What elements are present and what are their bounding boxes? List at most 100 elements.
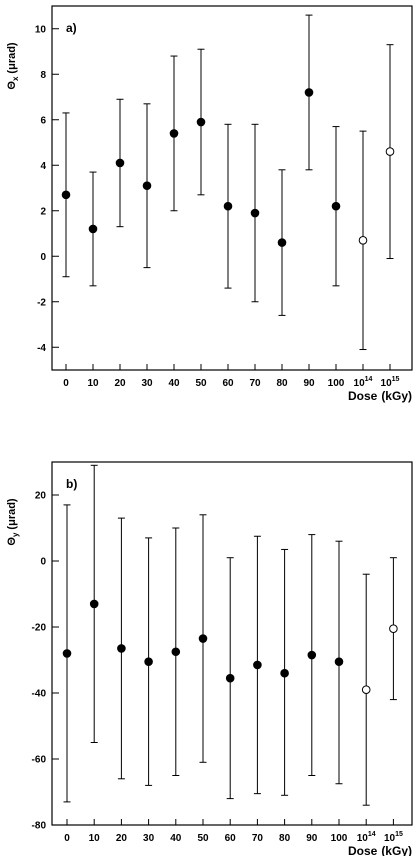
data-point-filled (171, 647, 181, 657)
y-axis-label-symbol: Θ (6, 537, 18, 546)
x-axis-label: Dose (kGy) (348, 844, 412, 856)
data-point-filled (61, 190, 71, 200)
x-tick-superscript: 14 (368, 831, 376, 838)
x-axis-label: Dose (kGy) (348, 389, 412, 403)
y-tick-label: 20 (35, 491, 47, 502)
x-tick-label: 80 (276, 378, 288, 389)
data-point-group (280, 548, 289, 796)
x-tick-base: 40 (168, 378, 180, 389)
x-tick-base: 100 (331, 833, 348, 844)
x-tick-base: 10 (89, 833, 101, 844)
y-tick-label: 4 (40, 161, 46, 172)
data-point-group (250, 123, 260, 303)
data-point-group (385, 44, 395, 260)
y-tick-label: 6 (40, 115, 46, 126)
x-tick-base: 0 (63, 378, 69, 389)
data-point-filled (307, 650, 317, 660)
x-tick-label: 20 (114, 378, 126, 389)
data-point-open (361, 685, 371, 695)
data-point-filled (334, 657, 344, 666)
x-tick-label: 0 (64, 833, 70, 844)
x-tick-label: 1015 (381, 376, 400, 389)
data-point-filled (196, 117, 206, 127)
x-tick-label: 50 (195, 378, 207, 389)
x-tick-label: 90 (303, 378, 315, 389)
x-tick-base: 10 (384, 833, 396, 844)
plot-frame (51, 5, 413, 371)
data-point-group (142, 103, 152, 269)
y-tick-label: 0 (40, 252, 46, 263)
data-point-group (253, 535, 262, 795)
data-point-group (358, 130, 368, 351)
data-point-group (88, 171, 98, 287)
data-point-filled (225, 673, 235, 683)
data-point-group (277, 169, 287, 316)
y-tick-label: 8 (40, 70, 46, 81)
x-tick-base: 90 (303, 378, 315, 389)
y-axis-label: Θx (μrad) (6, 42, 20, 90)
x-tick-base: 20 (116, 833, 128, 844)
x-tick-base: 40 (170, 833, 182, 844)
panel-label: b) (66, 477, 77, 491)
data-point-group (361, 573, 371, 806)
x-tick-label: 10 (89, 833, 101, 844)
data-point-group (62, 504, 72, 803)
data-point-filled (62, 649, 72, 658)
x-tick-label: 10 (87, 378, 99, 389)
plot-frame (51, 461, 413, 826)
x-tick-base: 10 (357, 833, 369, 844)
x-tick-superscript: 15 (395, 831, 403, 838)
x-tick-base: 60 (222, 378, 234, 389)
x-tick-base: 90 (306, 833, 318, 844)
x-tick-base: 30 (141, 378, 153, 389)
x-tick-label: 1014 (354, 376, 373, 389)
data-point-group (334, 540, 344, 785)
data-point-filled (115, 158, 125, 168)
x-tick-label: 40 (168, 378, 180, 389)
data-point-filled (198, 634, 208, 643)
y-axis-label-unit: (μrad) (6, 498, 18, 530)
data-point-filled (280, 668, 289, 678)
data-point-filled (223, 201, 233, 211)
data-point-open (389, 624, 398, 633)
data-point-group (169, 55, 179, 212)
data-point-filled (142, 181, 152, 191)
data-point-group (304, 14, 314, 171)
x-tick-base: 30 (143, 833, 155, 844)
x-tick-base: 60 (225, 833, 237, 844)
y-tick-label: -4 (37, 343, 46, 354)
data-point-filled (250, 208, 260, 218)
y-axis-label-unit: (μrad) (6, 42, 18, 74)
y-axis-label-symbol: Θ (6, 81, 18, 90)
x-tick-base: 70 (252, 833, 264, 844)
data-point-group (89, 464, 99, 743)
y-tick-label: 2 (40, 206, 46, 217)
x-tick-label: 80 (279, 833, 291, 844)
x-tick-label: 50 (197, 833, 209, 844)
y-tick-label: 0 (40, 557, 46, 568)
x-tick-label: 1014 (357, 831, 376, 844)
data-point-group (223, 123, 233, 289)
x-tick-label: 30 (143, 833, 155, 844)
x-tick-label: 100 (328, 378, 345, 389)
data-point-filled (144, 657, 153, 666)
data-point-group (171, 527, 181, 776)
x-tick-label: 70 (249, 378, 261, 389)
x-tick-label: 0 (63, 378, 69, 389)
data-point-group (307, 534, 317, 776)
y-tick-label: -80 (32, 821, 47, 832)
y-tick-label: -40 (32, 689, 47, 700)
y-axis-label: Θy (μrad) (6, 498, 20, 546)
data-point-group (389, 557, 398, 701)
data-point-filled (169, 129, 179, 138)
x-tick-base: 20 (114, 378, 126, 389)
x-tick-label: 40 (170, 833, 182, 844)
x-tick-base: 10 (354, 378, 366, 389)
x-tick-label: 70 (252, 833, 264, 844)
x-tick-label: 60 (225, 833, 237, 844)
x-tick-base: 50 (197, 833, 209, 844)
y-tick-label: -2 (37, 297, 46, 308)
